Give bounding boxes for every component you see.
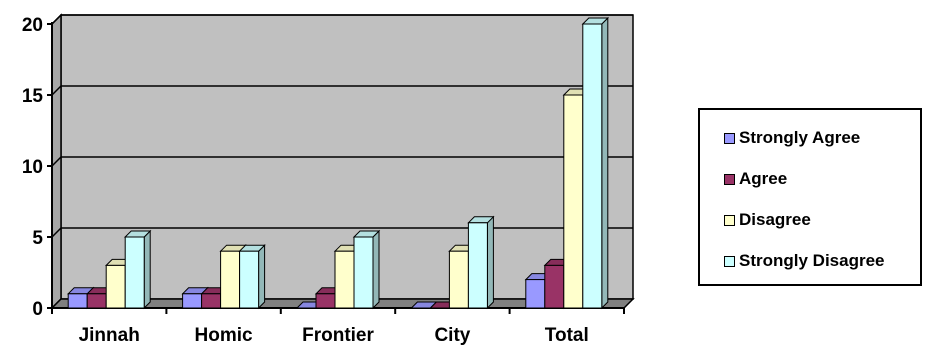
- gridline-20: [51, 14, 633, 25]
- x-tick-label-frontier: Frontier: [302, 325, 374, 346]
- bar-jinnah-strongly-agree: [67, 293, 88, 309]
- legend-swatch-strongly-agree: [724, 132, 735, 144]
- bar-jinnah-disagree: [105, 264, 126, 309]
- y-tick-label-5: 5: [32, 228, 43, 249]
- legend-swatch-disagree: [724, 214, 735, 226]
- bar-homic-strongly-agree: [182, 293, 203, 309]
- bar-frontier-agree: [315, 293, 336, 309]
- legend: Strongly Agree Agree Disagree Strongly D…: [698, 108, 922, 286]
- x-tick-label-city: City: [434, 325, 470, 346]
- bar-homic-strongly-disagree: [239, 250, 260, 309]
- x-tick-label-homic: Homic: [195, 325, 254, 346]
- legend-label-disagree: Disagree: [739, 210, 811, 229]
- legend-item-strongly-agree: Strongly Agree: [724, 128, 860, 148]
- legend-item-disagree: Disagree: [724, 210, 811, 230]
- legend-swatch-strongly-disagree: [724, 255, 735, 267]
- y-tick-label-20: 20: [22, 15, 43, 36]
- gridline-10: [51, 156, 633, 167]
- x-tick-label-jinnah: Jinnah: [79, 325, 140, 346]
- legend-item-agree: Agree: [724, 169, 787, 189]
- bar-total-disagree: [563, 94, 584, 309]
- bar-total-strongly-disagree-side: [601, 16, 609, 310]
- y-tick-label-15: 15: [22, 86, 44, 107]
- bar-frontier-disagree: [334, 250, 355, 309]
- gridline-5: [51, 227, 633, 238]
- bar-total-strongly-agree: [525, 279, 546, 309]
- bar-jinnah-strongly-disagree-side: [143, 229, 151, 310]
- gridline-15: [51, 85, 633, 96]
- x-tick-label-total: Total: [545, 325, 589, 346]
- bar-jinnah-strongly-disagree: [124, 236, 145, 309]
- bar-city-strongly-disagree-side: [486, 215, 494, 310]
- legend-swatch-agree: [724, 173, 735, 185]
- legend-item-strongly-disagree: Strongly Disagree: [724, 251, 885, 271]
- bar-frontier-strongly-disagree-side: [372, 229, 380, 310]
- bar-city-disagree: [448, 250, 469, 309]
- bar-total-strongly-disagree: [582, 23, 603, 309]
- bar-homic-strongly-disagree-side: [258, 243, 266, 310]
- bar-homic-disagree: [220, 250, 241, 309]
- legend-label-strongly-agree: Strongly Agree: [739, 128, 861, 147]
- bar-homic-agree: [201, 293, 222, 309]
- bar-city-strongly-disagree: [467, 222, 488, 309]
- bar-jinnah-agree: [86, 293, 107, 309]
- y-tick-label-10: 10: [22, 157, 43, 178]
- legend-label-agree: Agree: [739, 169, 788, 188]
- bar-frontier-strongly-disagree: [353, 236, 374, 309]
- bar-total-agree: [544, 264, 565, 309]
- legend-label-strongly-disagree: Strongly Disagree: [739, 251, 885, 270]
- y-tick-label-0: 0: [32, 299, 43, 320]
